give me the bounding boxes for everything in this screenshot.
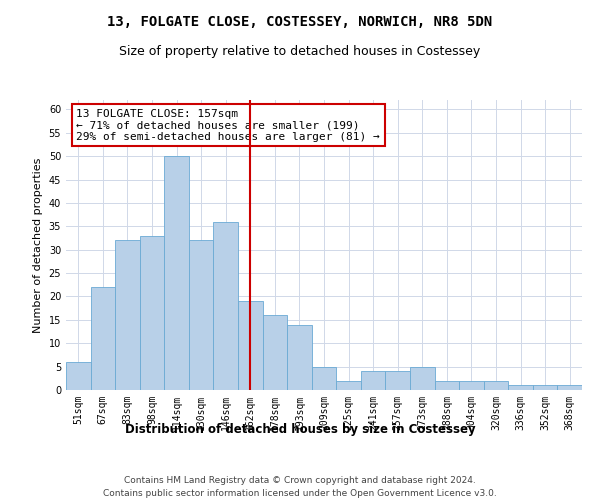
Text: Distribution of detached houses by size in Costessey: Distribution of detached houses by size …	[125, 422, 475, 436]
Bar	[336, 380, 361, 390]
Bar	[66, 362, 91, 390]
Bar	[214, 222, 238, 390]
Bar	[508, 386, 533, 390]
Text: 13 FOLGATE CLOSE: 157sqm
← 71% of detached houses are smaller (199)
29% of semi-: 13 FOLGATE CLOSE: 157sqm ← 71% of detach…	[76, 108, 380, 142]
Text: 13, FOLGATE CLOSE, COSTESSEY, NORWICH, NR8 5DN: 13, FOLGATE CLOSE, COSTESSEY, NORWICH, N…	[107, 15, 493, 29]
Bar	[459, 380, 484, 390]
Bar	[533, 386, 557, 390]
Bar	[484, 380, 508, 390]
Bar	[189, 240, 214, 390]
Bar	[238, 301, 263, 390]
Bar	[434, 380, 459, 390]
Bar	[91, 287, 115, 390]
Bar	[140, 236, 164, 390]
Bar	[410, 366, 434, 390]
Bar	[263, 315, 287, 390]
Bar	[557, 386, 582, 390]
Text: Contains HM Land Registry data © Crown copyright and database right 2024.
Contai: Contains HM Land Registry data © Crown c…	[103, 476, 497, 498]
Y-axis label: Number of detached properties: Number of detached properties	[33, 158, 43, 332]
Bar	[385, 372, 410, 390]
Bar	[361, 372, 385, 390]
Bar	[312, 366, 336, 390]
Bar	[164, 156, 189, 390]
Bar	[115, 240, 140, 390]
Text: Size of property relative to detached houses in Costessey: Size of property relative to detached ho…	[119, 45, 481, 58]
Bar	[287, 324, 312, 390]
